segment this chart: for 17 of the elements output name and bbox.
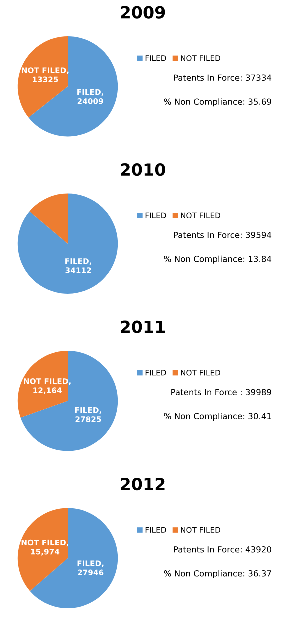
text: % Non Compliance: 36.37 — [164, 570, 272, 578]
text: % Non Compliance: 13.84 — [164, 256, 272, 264]
text: Patents In Force : 39989 — [172, 389, 272, 396]
chart-title: 2010 — [121, 163, 166, 176]
pie-slice — [30, 194, 68, 244]
pie-slice — [18, 36, 68, 118]
text: % Non Compliance: 35.69 — [164, 98, 272, 107]
text: Patents In Force: 43920 — [174, 546, 272, 553]
pie-slice — [20, 351, 118, 452]
text: Patents In Force: 39594 — [174, 232, 272, 238]
text: Patents In Force: 37334 — [174, 74, 272, 82]
pie-slice — [18, 508, 68, 592]
chart-title: 2012 — [121, 478, 165, 491]
chart-title: 2011 — [121, 320, 166, 334]
text: % Non Compliance: 30.41 — [164, 413, 272, 422]
pie-slice — [18, 194, 118, 294]
chart-title: 2009 — [121, 6, 166, 19]
